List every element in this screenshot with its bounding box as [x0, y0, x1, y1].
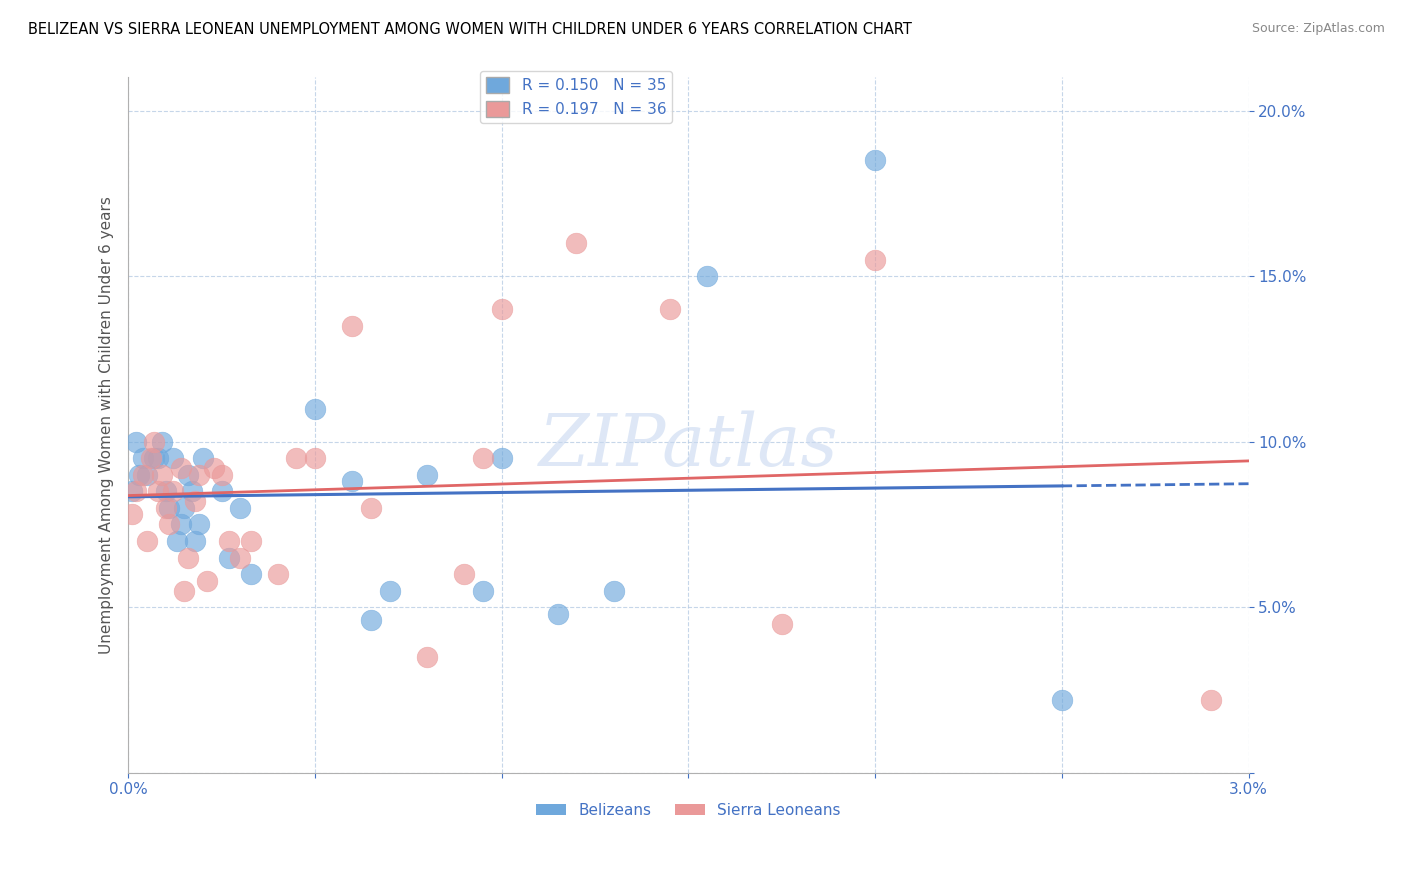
- Point: [378, 583, 401, 598]
- Point: [472, 451, 495, 466]
- Point: [1050, 693, 1073, 707]
- Point: [491, 302, 513, 317]
- Point: [491, 451, 513, 466]
- Point: [240, 567, 263, 582]
- Point: [177, 550, 200, 565]
- Point: [416, 467, 439, 482]
- Point: [150, 434, 173, 449]
- Point: [162, 484, 184, 499]
- Point: [184, 494, 207, 508]
- Point: [770, 616, 793, 631]
- Point: [146, 484, 169, 499]
- Point: [416, 649, 439, 664]
- Point: [132, 467, 155, 482]
- Point: [135, 533, 157, 548]
- Point: [240, 533, 263, 548]
- Point: [146, 451, 169, 466]
- Point: [143, 434, 166, 449]
- Point: [188, 467, 211, 482]
- Point: [132, 451, 155, 466]
- Point: [360, 614, 382, 628]
- Point: [128, 467, 150, 482]
- Point: [173, 500, 195, 515]
- Point: [143, 451, 166, 466]
- Point: [218, 533, 240, 548]
- Point: [177, 467, 200, 482]
- Point: [342, 318, 364, 333]
- Point: [155, 500, 177, 515]
- Point: [191, 451, 214, 466]
- Point: [166, 533, 188, 548]
- Point: [169, 517, 191, 532]
- Point: [342, 475, 364, 489]
- Point: [195, 574, 218, 588]
- Point: [453, 567, 475, 582]
- Text: BELIZEAN VS SIERRA LEONEAN UNEMPLOYMENT AMONG WOMEN WITH CHILDREN UNDER 6 YEARS : BELIZEAN VS SIERRA LEONEAN UNEMPLOYMENT …: [28, 22, 912, 37]
- Point: [547, 607, 569, 621]
- Point: [863, 252, 886, 267]
- Point: [304, 451, 326, 466]
- Point: [184, 533, 207, 548]
- Point: [1199, 693, 1222, 707]
- Point: [211, 467, 233, 482]
- Point: [180, 484, 202, 499]
- Point: [565, 235, 588, 250]
- Point: [472, 583, 495, 598]
- Point: [218, 550, 240, 565]
- Point: [229, 550, 252, 565]
- Point: [266, 567, 288, 582]
- Point: [188, 517, 211, 532]
- Point: [150, 467, 173, 482]
- Point: [121, 484, 143, 499]
- Point: [304, 401, 326, 416]
- Point: [202, 461, 225, 475]
- Point: [285, 451, 308, 466]
- Point: [602, 583, 624, 598]
- Point: [155, 484, 177, 499]
- Point: [360, 500, 382, 515]
- Point: [125, 484, 148, 499]
- Point: [135, 467, 157, 482]
- Text: ZIPatlas: ZIPatlas: [538, 410, 838, 481]
- Point: [211, 484, 233, 499]
- Point: [696, 269, 718, 284]
- Point: [169, 461, 191, 475]
- Point: [229, 500, 252, 515]
- Point: [125, 434, 148, 449]
- Point: [863, 153, 886, 168]
- Text: Source: ZipAtlas.com: Source: ZipAtlas.com: [1251, 22, 1385, 36]
- Point: [658, 302, 681, 317]
- Point: [139, 451, 162, 466]
- Point: [173, 583, 195, 598]
- Point: [157, 517, 180, 532]
- Y-axis label: Unemployment Among Women with Children Under 6 years: Unemployment Among Women with Children U…: [100, 196, 114, 654]
- Legend: Belizeans, Sierra Leoneans: Belizeans, Sierra Leoneans: [530, 797, 846, 824]
- Point: [162, 451, 184, 466]
- Point: [157, 500, 180, 515]
- Point: [121, 508, 143, 522]
